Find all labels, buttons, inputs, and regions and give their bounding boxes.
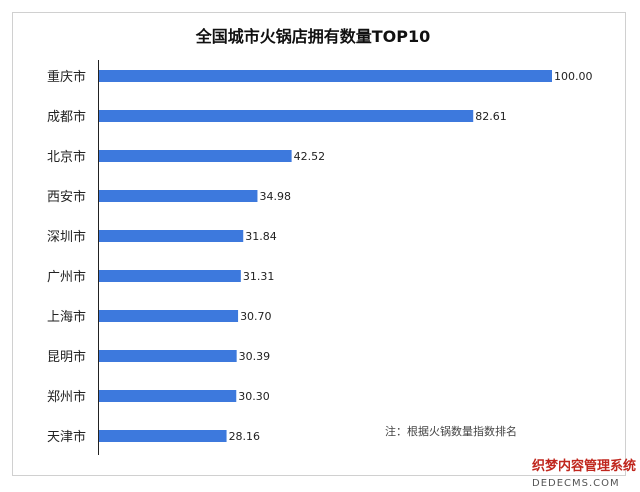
category-label: 西安市 <box>47 189 86 205</box>
category-label: 重庆市 <box>47 69 86 85</box>
data-label: 82.61 <box>475 110 507 123</box>
data-label: 42.52 <box>294 150 326 163</box>
category-label: 成都市 <box>47 109 86 125</box>
bar <box>99 310 239 322</box>
data-label: 28.16 <box>229 430 261 443</box>
bar <box>99 350 237 362</box>
category-label: 昆明市 <box>47 349 86 365</box>
category-label: 上海市 <box>47 309 86 325</box>
bar <box>99 110 474 122</box>
bar <box>99 230 244 242</box>
watermark-logo-text: 织梦内容管理系统 <box>532 458 636 474</box>
data-label: 30.30 <box>238 390 270 403</box>
data-label: 34.98 <box>259 190 291 203</box>
data-label: 30.39 <box>239 350 270 363</box>
chart-title: 全国城市火锅店拥有数量TOP10 <box>195 27 431 46</box>
bar <box>99 70 552 82</box>
data-label: 31.31 <box>243 270 274 283</box>
category-label: 郑州市 <box>47 389 86 405</box>
category-label: 北京市 <box>47 149 86 165</box>
bar <box>99 390 237 402</box>
bar <box>99 270 241 282</box>
bars-group: 重庆市 100.00 成都市 82.61 北京市 42.52 西安市 34.98 深圳市 31.8… <box>47 69 593 445</box>
category-label: 深圳市 <box>47 229 86 245</box>
annotation-note: 注：根据火锅数量指数排名 <box>385 424 517 438</box>
bar <box>99 430 227 442</box>
category-label: 天津市 <box>47 429 86 445</box>
category-label: 广州市 <box>47 269 86 285</box>
bar <box>99 190 258 202</box>
bar <box>99 150 292 162</box>
watermark-url: DEDECMS.COM <box>532 478 620 489</box>
data-label: 31.84 <box>245 230 277 243</box>
data-label: 100.00 <box>554 70 593 83</box>
data-label: 30.70 <box>240 310 271 323</box>
